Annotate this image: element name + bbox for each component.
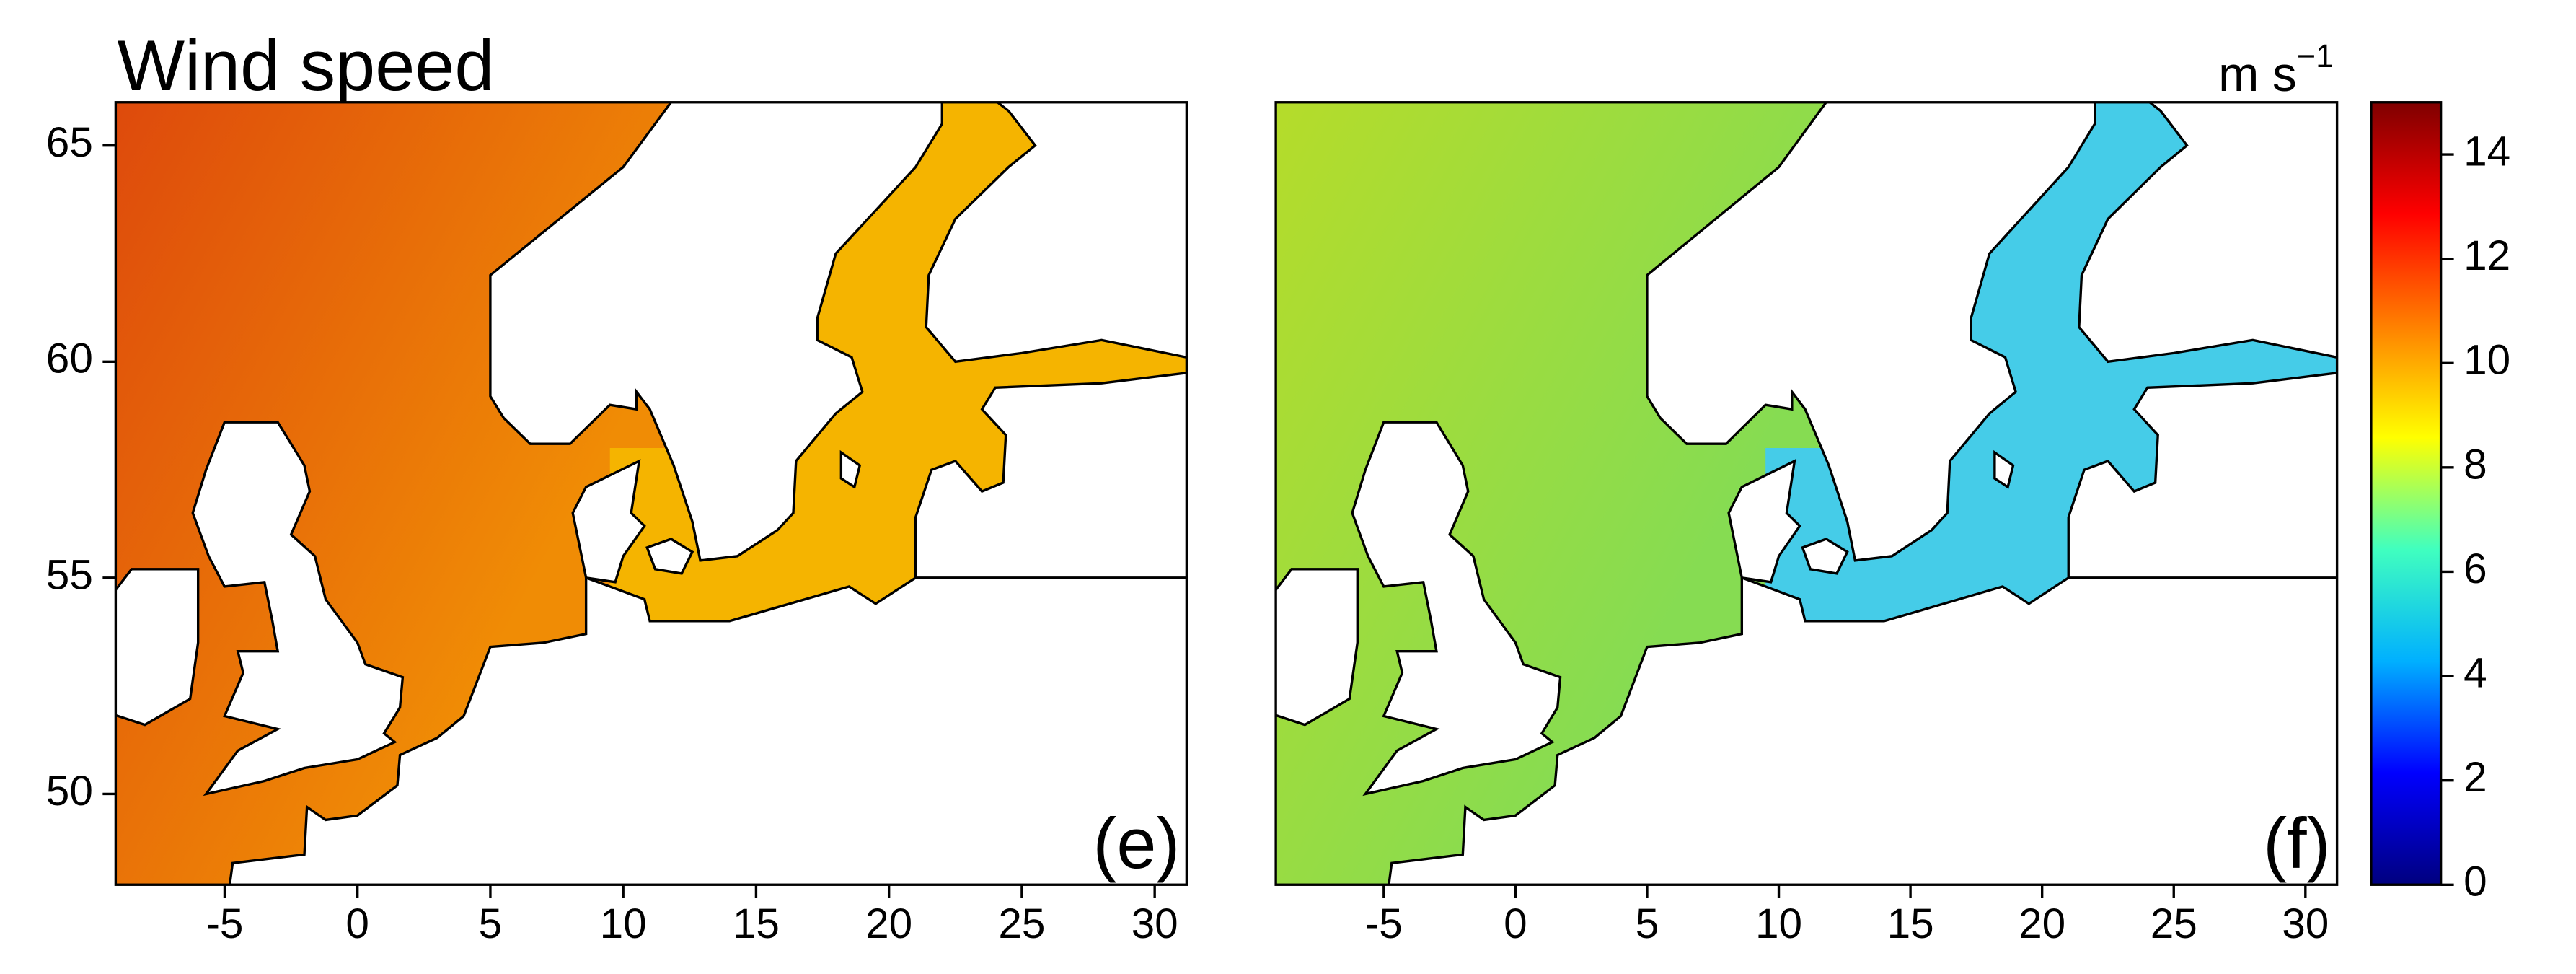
land xyxy=(839,449,862,489)
colorbar-tick-label: 10 xyxy=(2463,337,2510,384)
x-tick-label: 25 xyxy=(2151,900,2197,947)
map-panel: (f) -5 0 5 10 15 20 25 30 xyxy=(1274,101,2339,947)
x-tick-label: 15 xyxy=(733,900,780,947)
x-tick-label: 10 xyxy=(600,900,647,947)
panel-label: (f) xyxy=(2263,803,2330,883)
colorbar: 0 2 4 6 8 10 12 14 xyxy=(2370,101,2510,905)
land xyxy=(1276,568,1359,727)
land xyxy=(645,538,694,575)
x-tick-label: 30 xyxy=(2282,900,2329,947)
land xyxy=(115,568,200,727)
land xyxy=(1388,576,2337,885)
land xyxy=(1351,421,1562,797)
panel-frame xyxy=(114,101,1188,886)
colorbar-tick-label: 14 xyxy=(2463,128,2510,175)
land xyxy=(228,576,1187,885)
land xyxy=(1646,102,2096,562)
land xyxy=(2078,102,2337,364)
land xyxy=(914,372,1187,579)
land xyxy=(925,102,1187,364)
x-tick-label: 10 xyxy=(1755,900,1802,947)
x-tick-label: 20 xyxy=(2019,900,2065,947)
land xyxy=(1727,459,1801,584)
x-tick-label: 0 xyxy=(345,900,369,947)
colorbar-tick-label: 2 xyxy=(2463,754,2487,801)
unit-base: m s xyxy=(2218,48,2297,102)
y-tick-label: 55 xyxy=(46,551,93,598)
colorbar-tick-label: 12 xyxy=(2463,232,2510,279)
y-tick-label: 50 xyxy=(46,768,93,815)
x-tick-label: -5 xyxy=(1365,900,1403,947)
colorbar-tick-label: 8 xyxy=(2463,441,2487,488)
colorbar-tick-label: 4 xyxy=(2463,650,2487,697)
unit-exponent: −1 xyxy=(2297,38,2334,74)
x-tick-label: -5 xyxy=(206,900,243,947)
panel-frame xyxy=(1274,101,2339,886)
map-panel: (e) -5 0 5 10 15 20 25 30 50 55 60 65 xyxy=(46,101,1188,947)
land xyxy=(1801,538,1849,575)
x-tick-label: 5 xyxy=(1636,900,1659,947)
x-tick-label: 0 xyxy=(1504,900,1527,947)
y-tick-label: 60 xyxy=(46,335,93,382)
unit-label: m s−1 xyxy=(2218,38,2334,102)
land xyxy=(571,459,646,584)
panel-label: (e) xyxy=(1093,803,1180,883)
colorbar-scale xyxy=(2370,101,2443,886)
x-tick-label: 20 xyxy=(865,900,912,947)
colorbar-tick-label: 0 xyxy=(2463,859,2487,905)
x-tick-label: 25 xyxy=(998,900,1045,947)
land xyxy=(1993,449,2015,489)
y-tick-label: 65 xyxy=(46,119,93,166)
land xyxy=(191,421,405,797)
x-tick-label: 30 xyxy=(1132,900,1178,947)
land xyxy=(489,102,943,562)
x-tick-label: 5 xyxy=(479,900,503,947)
figure-title: Wind speed xyxy=(118,25,495,105)
x-tick-label: 15 xyxy=(1887,900,1934,947)
land xyxy=(2067,372,2337,579)
colorbar-tick-label: 6 xyxy=(2463,545,2487,592)
